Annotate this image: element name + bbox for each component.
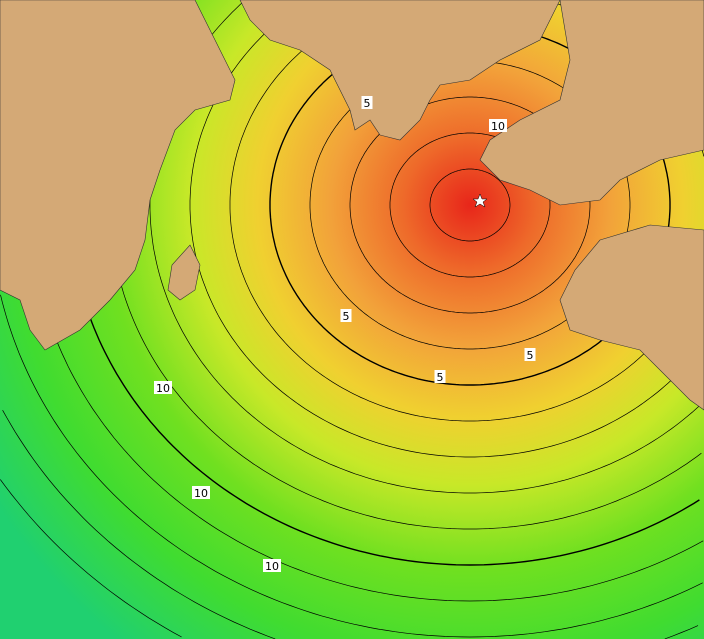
southeast-asia <box>479 0 704 206</box>
contour-label: 5 <box>340 309 352 323</box>
madagascar <box>167 244 201 301</box>
contour-label-background <box>340 309 352 322</box>
contour-label-background <box>434 370 446 383</box>
contour-label-text: 10 <box>491 120 505 133</box>
contour-line <box>349 96 591 314</box>
contour-label-text: 5 <box>437 371 444 384</box>
contour-label: 10 <box>489 119 507 133</box>
contour-labels: 5 10 5 5 5 10 10 10 <box>154 96 536 573</box>
contour-line <box>429 168 511 242</box>
contour-label-background <box>192 486 210 499</box>
australia <box>559 224 704 411</box>
contour-label-text: 10 <box>156 382 170 395</box>
contour-label: 10 <box>154 381 172 395</box>
contour-label-text: 10 <box>194 487 208 500</box>
arabia-asia <box>239 0 561 141</box>
contour-label-background <box>154 381 172 394</box>
land <box>0 0 704 411</box>
contour-label-text: 5 <box>343 310 350 323</box>
contour-label-background <box>524 348 536 361</box>
contour-line <box>0 479 182 638</box>
epicenter-star-icon <box>472 193 488 208</box>
contour-line <box>2 410 699 639</box>
contour-label: 10 <box>192 486 210 500</box>
contour-label-background <box>489 119 507 132</box>
contour-label-text: 5 <box>364 97 371 110</box>
contour-label: 5 <box>524 348 536 362</box>
africa <box>0 0 236 351</box>
contour-label-background <box>361 96 373 109</box>
contour-line <box>309 60 631 350</box>
contour-label: 10 <box>263 559 281 573</box>
contour-label: 5 <box>361 96 373 110</box>
contour-label-background <box>263 559 281 572</box>
contour-label-text: 10 <box>265 560 279 573</box>
contour-label: 5 <box>434 370 446 384</box>
contour-label-text: 5 <box>527 349 534 362</box>
